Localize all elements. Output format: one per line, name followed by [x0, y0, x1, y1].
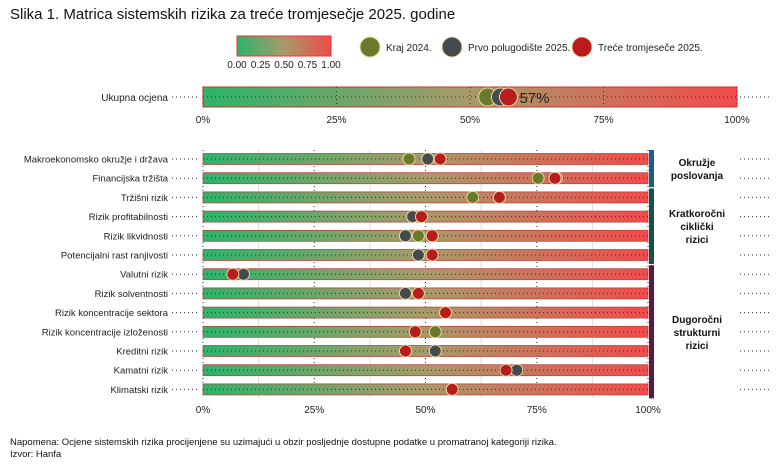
- legend-marker: [359, 36, 381, 58]
- overall-tick: 25%: [326, 115, 346, 126]
- legend-label: Treće tromjeseče 2025.: [598, 43, 703, 54]
- risk-marker: [398, 229, 412, 243]
- risk-marker: [425, 229, 439, 243]
- risk-marker: [428, 344, 442, 358]
- row-label: Tržišni rizik: [121, 193, 168, 204]
- row-label: Potencijalni rast ranjivosti: [61, 251, 168, 262]
- overall-tick: 0%: [196, 115, 211, 126]
- legend-label: Prvo polugodište 2025.: [468, 43, 570, 54]
- risk-marker: [398, 344, 412, 358]
- row-label: Makroekonomsko okružje i država: [24, 155, 169, 166]
- risk-bar: [202, 191, 649, 204]
- risk-marker: [411, 248, 425, 262]
- colorbar-tick: 0.50: [274, 60, 294, 71]
- group-label: Kratkoročni: [669, 209, 725, 220]
- overall-tick: 75%: [593, 115, 613, 126]
- risk-bar: [202, 325, 649, 338]
- group-bar: [649, 188, 654, 264]
- risk-marker: [226, 267, 240, 281]
- risk-bar: [202, 306, 649, 319]
- risk-marker: [411, 229, 425, 243]
- colorbar: [236, 35, 332, 57]
- group-label: Okružje: [679, 158, 716, 169]
- risk-marker: [466, 190, 480, 204]
- group-label: rizici: [686, 235, 709, 246]
- colorbar-tick: 0.25: [251, 60, 271, 71]
- risk-marker: [428, 325, 442, 339]
- risk-bar: [202, 364, 649, 377]
- x-tick: 50%: [415, 405, 435, 416]
- group-bar: [649, 265, 654, 399]
- row-label: Kreditni rizik: [116, 347, 168, 358]
- risk-bar: [202, 287, 649, 300]
- risk-marker: [433, 152, 447, 166]
- risk-marker: [411, 286, 425, 300]
- x-tick: 75%: [527, 405, 547, 416]
- source-text: Izvor: Hanfa: [10, 449, 62, 460]
- risk-marker: [548, 171, 562, 185]
- x-tick: 25%: [304, 405, 324, 416]
- colorbar-tick: 0.00: [227, 60, 247, 71]
- overall-label: Ukupna ocjena: [101, 93, 168, 104]
- group-label: rizici: [686, 341, 709, 352]
- row-label: Klimatski rizik: [110, 385, 168, 396]
- x-tick: 100%: [635, 405, 661, 416]
- chart-title: Slika 1. Matrica sistemskih rizika za tr…: [10, 6, 456, 23]
- risk-marker: [492, 190, 506, 204]
- overall-annotation: 57%: [519, 90, 549, 107]
- overall-marker: [498, 87, 518, 107]
- row-label: Rizik koncentracije izloženosti: [42, 327, 168, 338]
- risk-marker: [531, 171, 545, 185]
- x-tick: 0%: [196, 405, 211, 416]
- row-label: Rizik profitabilnosti: [89, 212, 168, 223]
- risk-marker: [421, 152, 435, 166]
- risk-marker: [414, 210, 428, 224]
- row-label: Rizik solventnosti: [95, 289, 168, 300]
- row-label: Valutni rizik: [120, 270, 168, 281]
- risk-marker: [439, 306, 453, 320]
- risk-marker: [398, 286, 412, 300]
- risk-bar: [202, 172, 649, 185]
- group-label: ciklički: [680, 222, 714, 233]
- group-label: strukturni: [674, 328, 721, 339]
- legend-marker: [441, 36, 463, 58]
- overall-tick: 50%: [460, 115, 480, 126]
- legend-label: Kraj 2024.: [386, 43, 432, 54]
- risk-marker: [425, 248, 439, 262]
- risk-bar: [202, 229, 649, 242]
- group-label: poslovanja: [671, 171, 724, 182]
- legend-marker: [571, 36, 593, 58]
- risk-bar: [202, 345, 649, 357]
- colorbar-tick: 1.00: [321, 60, 341, 71]
- risk-marker: [499, 363, 513, 377]
- risk-bar: [202, 268, 649, 281]
- risk-marker: [402, 152, 416, 166]
- row-label: Rizik likvidnosti: [104, 231, 168, 242]
- overall-tick: 100%: [724, 115, 750, 126]
- risk-marker: [445, 382, 459, 396]
- row-label: Rizik koncentracije sektora: [55, 308, 169, 319]
- risk-bar: [202, 249, 649, 261]
- row-label: Financijska tržišta: [93, 174, 169, 185]
- note-text: Napomena: Ocjene sistemskih rizika proci…: [10, 437, 557, 448]
- row-label: Kamatni rizik: [114, 366, 169, 377]
- risk-marker: [408, 325, 422, 339]
- group-bar: [649, 150, 654, 188]
- risk-bar: [202, 383, 649, 396]
- group-label: Dugoročni: [672, 315, 722, 326]
- colorbar-tick: 0.75: [298, 60, 318, 71]
